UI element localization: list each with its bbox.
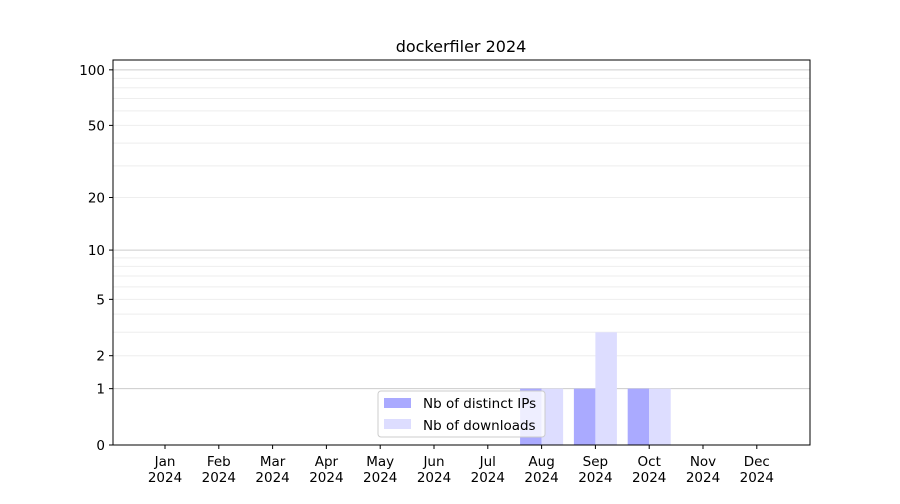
x-tick-label: 2024: [471, 470, 505, 486]
x-tick-label: Mar: [260, 454, 286, 470]
chart-title: dockerfiler 2024: [396, 37, 527, 56]
y-tick-label: 5: [96, 292, 105, 308]
y-tick-label: 10: [88, 243, 105, 259]
grid-lines: [113, 69, 810, 390]
legend-swatch-downloads: [384, 419, 411, 429]
x-axis: Jan2024Feb2024Mar2024Apr2024May2024Jun20…: [148, 445, 774, 486]
y-tick-label: 0: [96, 438, 105, 454]
legend-swatch-distinct-ips: [384, 398, 411, 408]
bar-downloads: [649, 388, 671, 445]
legend-label-downloads: Nb of downloads: [423, 418, 536, 434]
x-tick-label: Sep: [583, 454, 608, 470]
bar-distinct-ips: [627, 388, 650, 445]
x-tick-label: 2024: [417, 470, 451, 486]
x-tick-label: Apr: [315, 454, 339, 470]
x-tick-label: Jun: [422, 454, 444, 470]
x-tick-label: Jul: [479, 454, 496, 470]
y-tick-label: 2: [96, 349, 105, 365]
x-tick-label: Aug: [528, 454, 554, 470]
x-tick-label: 2024: [202, 470, 236, 486]
x-tick-label: 2024: [632, 470, 666, 486]
x-tick-label: 2024: [578, 470, 612, 486]
bar-distinct-ips: [573, 388, 596, 445]
x-tick-label: 2024: [524, 470, 558, 486]
x-tick-label: 2024: [255, 470, 289, 486]
legend-label-distinct-ips: Nb of distinct IPs: [423, 396, 536, 412]
x-tick-label: Feb: [207, 454, 231, 470]
legend: Nb of distinct IPs Nb of downloads: [377, 390, 546, 438]
y-axis: 0 1 2 5 10 20 50 100: [79, 63, 113, 454]
x-tick-label: 2024: [686, 470, 720, 486]
legend-box: [377, 390, 546, 438]
bar-downloads: [541, 388, 564, 445]
x-tick-label: 2024: [363, 470, 397, 486]
x-tick-label: 2024: [740, 470, 774, 486]
x-tick-label: 2024: [148, 470, 182, 486]
x-tick-label: Jan: [154, 454, 176, 470]
x-tick-label: 2024: [309, 470, 343, 486]
x-tick-label: Oct: [638, 454, 661, 470]
x-tick-label: Dec: [744, 454, 770, 470]
bar-downloads: [595, 332, 617, 445]
x-tick-label: May: [366, 454, 394, 470]
y-tick-label: 100: [79, 63, 105, 79]
y-tick-label: 1: [96, 382, 105, 398]
y-tick-label: 50: [88, 118, 105, 134]
y-tick-label: 20: [88, 191, 105, 207]
x-tick-label: Nov: [690, 454, 716, 470]
plot-frame: [112, 59, 811, 446]
